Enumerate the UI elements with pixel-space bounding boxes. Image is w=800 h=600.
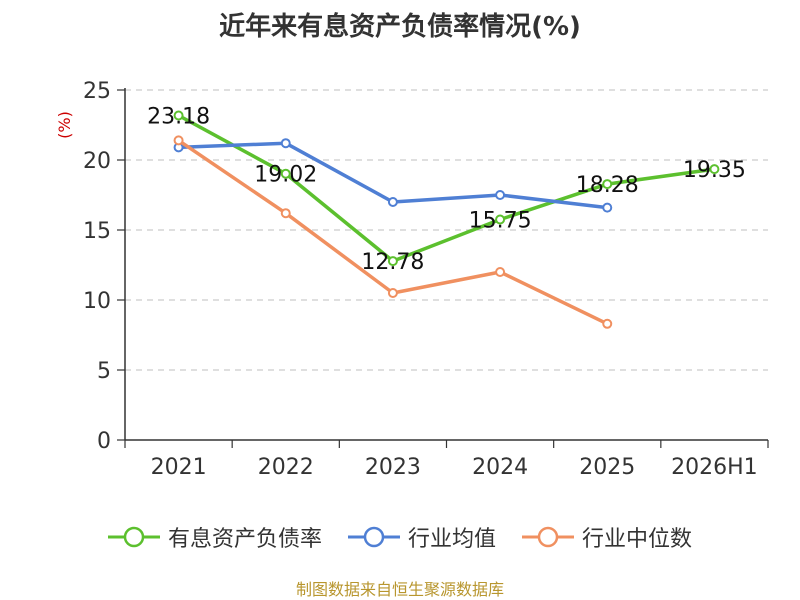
- series-1-point-4: [602, 179, 613, 190]
- source-note: 制图数据来自恒生聚源数据库: [295, 580, 504, 599]
- data-label-0: 23.18: [147, 104, 210, 129]
- series-1-point-2: [387, 256, 398, 267]
- legend-item-series-2[interactable]: 行业均值: [347, 521, 496, 553]
- chart-title: 近年来有息资产负债率情况(%): [219, 12, 581, 42]
- series-3-point-4: [602, 318, 613, 329]
- legend-swatch-series-1: [107, 526, 160, 548]
- legend-item-series-1[interactable]: 有息资产负债率: [107, 521, 322, 553]
- series-1-point-1: [280, 168, 291, 179]
- x-tick-label-4: 2025: [579, 455, 635, 480]
- series-3-point-0: [173, 135, 184, 146]
- x-tick-label-0: 2021: [151, 455, 207, 480]
- x-tick-label-1: 2022: [258, 455, 314, 480]
- x-tick-label-3: 2024: [472, 455, 528, 480]
- series-1-point-5: [709, 164, 720, 175]
- legend-swatch-series-3: [522, 526, 574, 548]
- data-label-3: 15.75: [469, 209, 532, 234]
- data-label-1: 19.02: [254, 163, 317, 188]
- legend-swatch-series-2: [347, 526, 400, 548]
- series-3-point-1: [280, 208, 291, 219]
- series-2-point-4: [602, 202, 613, 213]
- y-tick-label-1: 5: [97, 359, 111, 384]
- series-2-point-3: [495, 190, 506, 200]
- y-tick-label-5: 25: [83, 79, 111, 104]
- legend-item-series-3[interactable]: 行业中位数: [522, 521, 692, 553]
- legend-label-series-1: 有息资产负债率: [167, 527, 322, 552]
- series-line-1: [177, 113, 715, 263]
- y-tick-label-0: 0: [97, 429, 111, 454]
- series-1-point-3: [495, 214, 506, 225]
- y-axis-title: (%): [55, 111, 74, 139]
- data-label-2: 12.78: [361, 250, 424, 275]
- data-label-4: 18.28: [576, 173, 639, 198]
- series-2-point-2: [387, 197, 398, 207]
- chart-legend: 有息资产负债率 行业均值 行业中位数: [0, 520, 800, 554]
- series-1-point-0: [173, 110, 184, 121]
- series-3-point-2: [387, 288, 398, 298]
- y-tick-label-2: 10: [83, 289, 111, 314]
- x-tick-label-2: 2023: [365, 455, 421, 480]
- y-tick-label-3: 15: [83, 219, 111, 244]
- series-2-point-1: [280, 138, 291, 149]
- y-tick-label-4: 20: [83, 149, 111, 174]
- data-label-5: 19.35: [683, 158, 746, 183]
- legend-label-series-3: 行业中位数: [582, 527, 693, 552]
- x-tick-label-5: 2026H1: [671, 455, 758, 480]
- legend-label-series-2: 行业均值: [407, 527, 496, 552]
- series-3-point-3: [495, 267, 506, 277]
